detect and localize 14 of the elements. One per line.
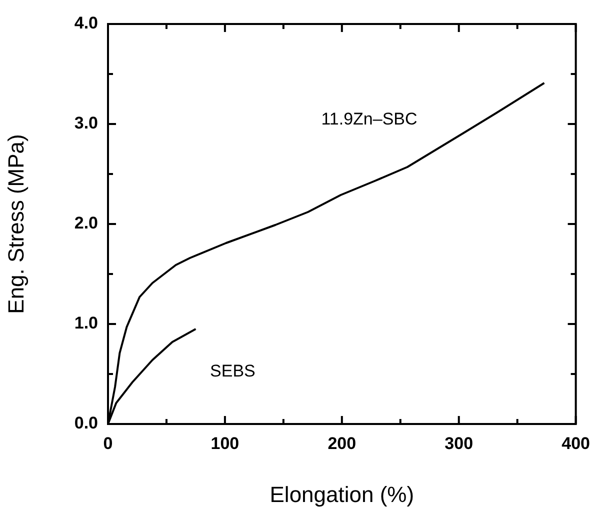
text: SEBS — [210, 362, 256, 381]
y-tick-label: 3.0 — [74, 114, 98, 133]
x-axis-title: Elongation (%) — [270, 482, 414, 507]
y-tick-label: 1.0 — [74, 314, 98, 333]
y-tick-label: 0.0 — [74, 414, 98, 433]
y-tick-label: 2.0 — [74, 214, 98, 233]
x-tick-label: 100 — [210, 434, 240, 453]
y-axis-title: Eng. Stress (MPa) — [3, 134, 28, 314]
x-tick-label: 200 — [328, 434, 356, 453]
y-tick-label: 4.0 — [74, 14, 98, 33]
series-label: 11.9Zn–SBC — [321, 110, 418, 129]
x-tick-label: 400 — [562, 434, 590, 453]
x-tick-label: 300 — [444, 434, 474, 453]
x-tick-label: 0 — [103, 434, 113, 453]
